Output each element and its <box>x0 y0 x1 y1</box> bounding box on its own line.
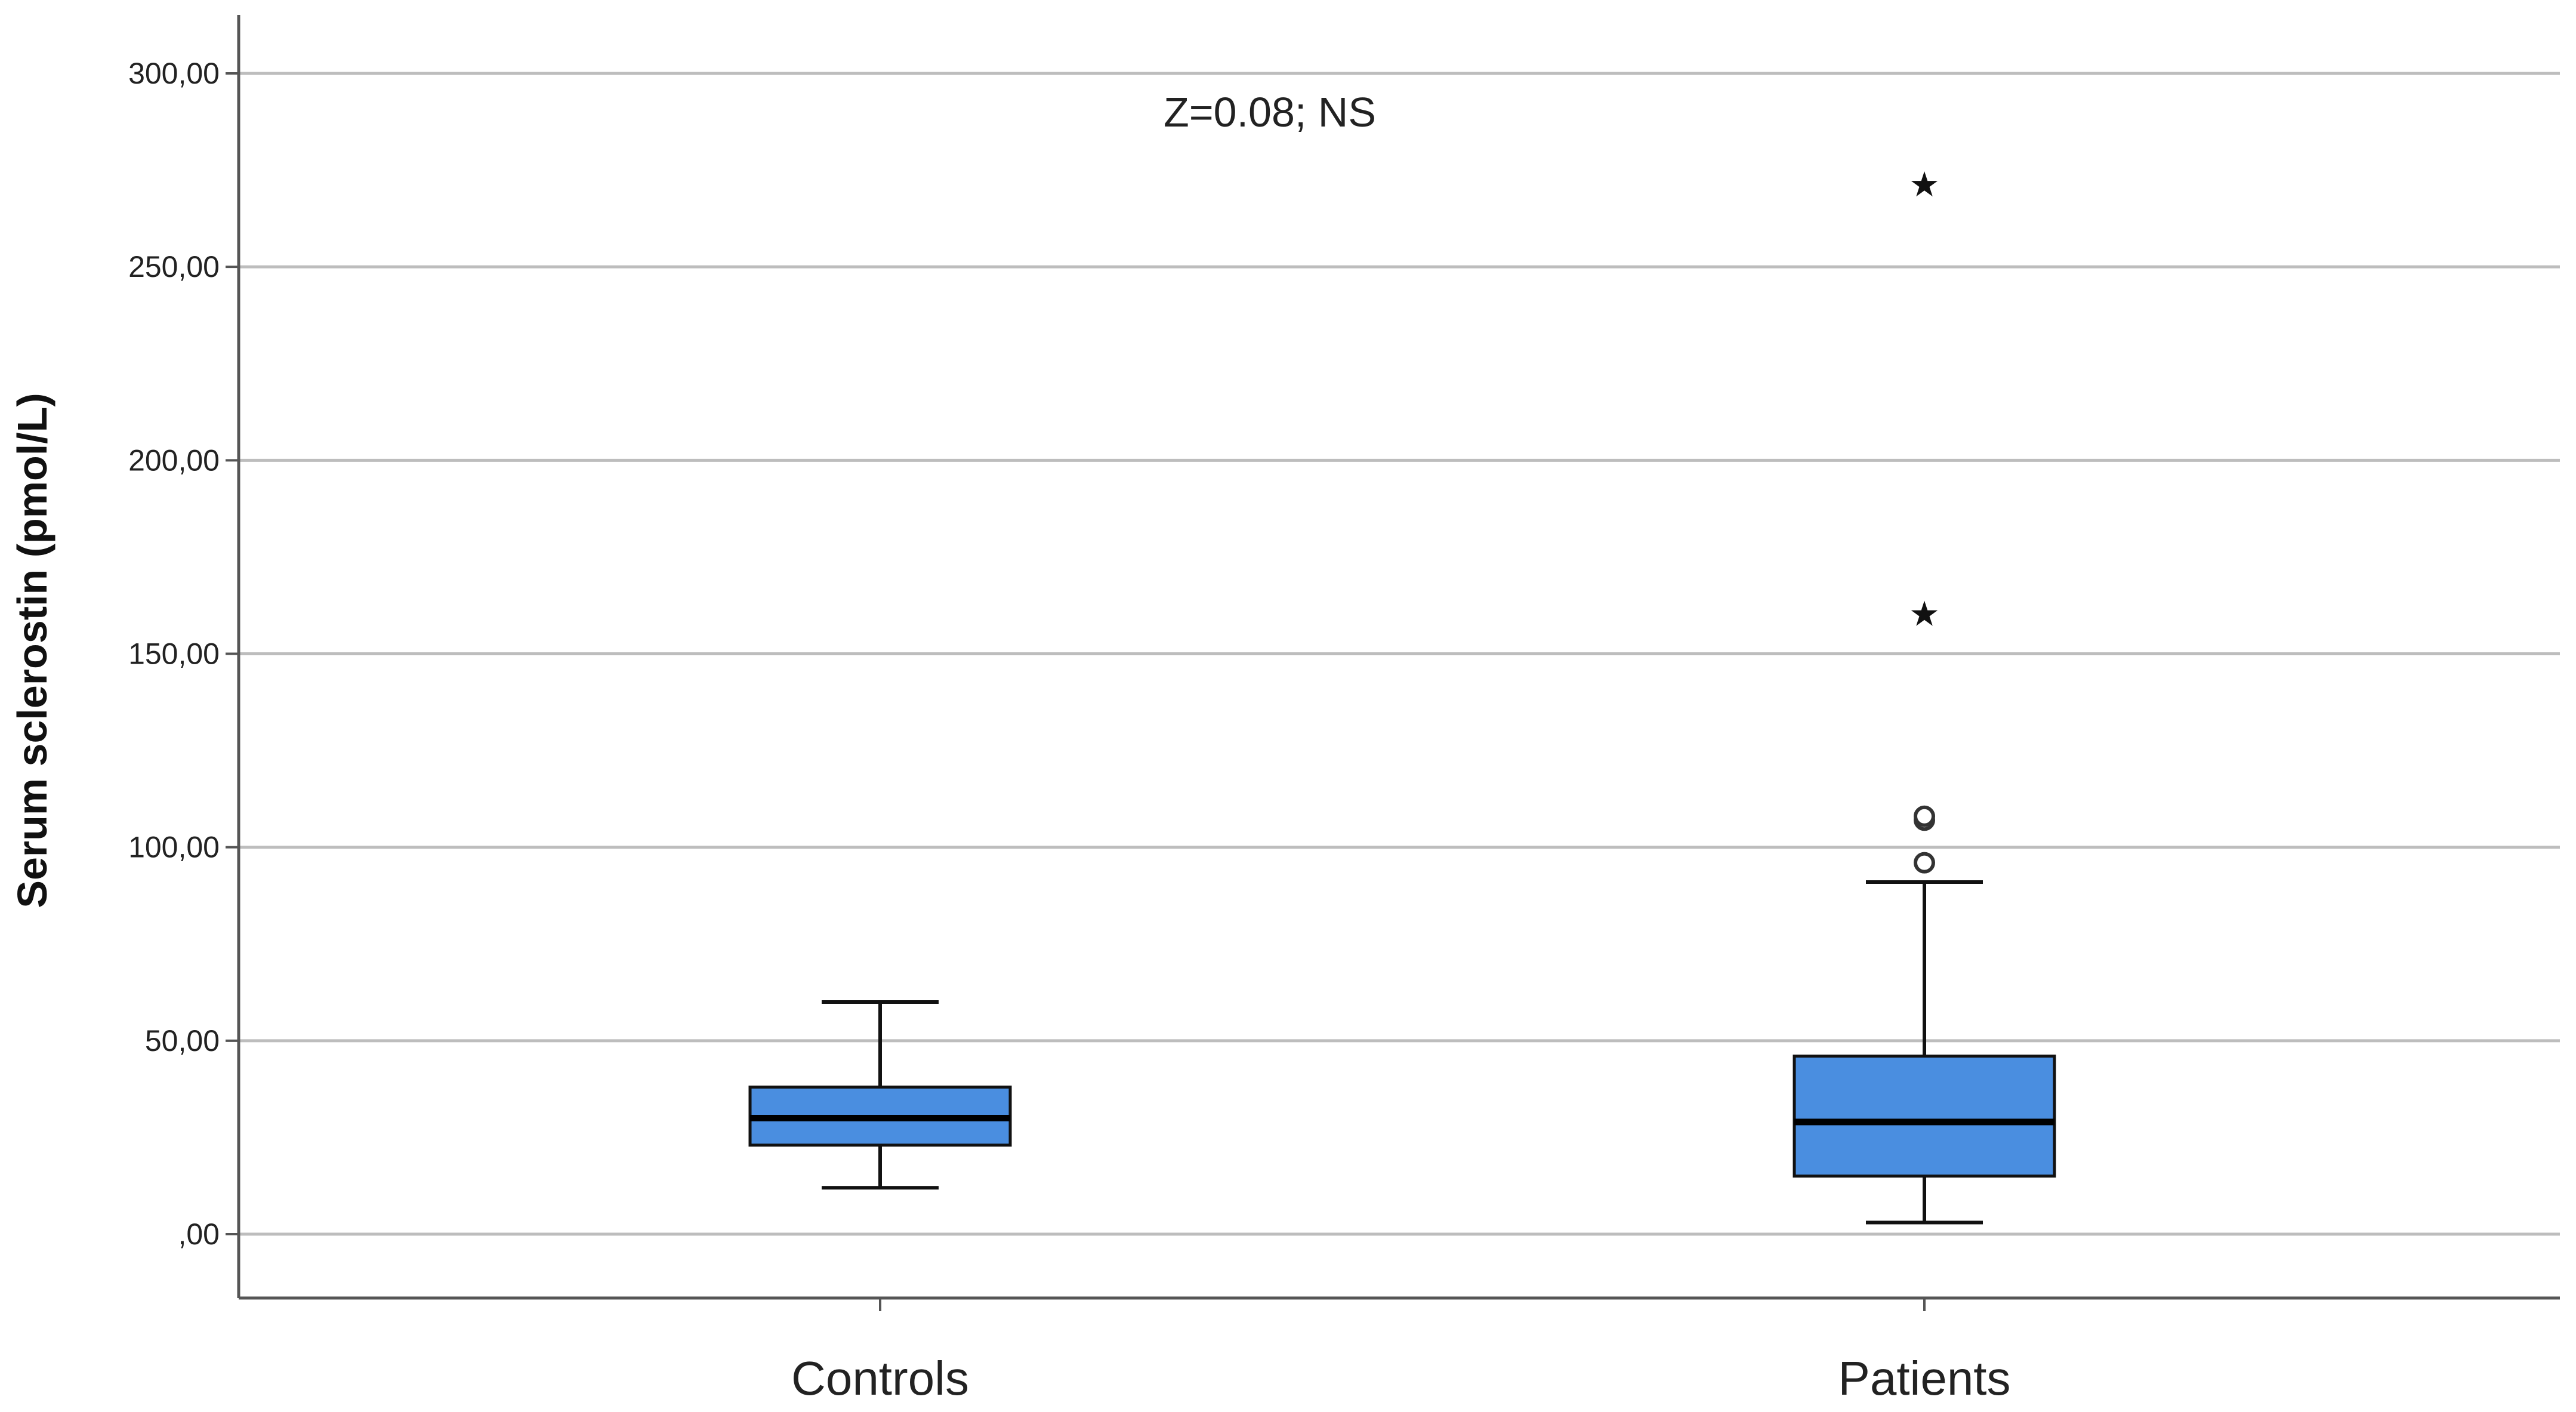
x-category-label: Patients <box>1838 1352 2010 1405</box>
y-tick-label: 300,00 <box>128 57 220 90</box>
outlier-point <box>1914 805 1935 827</box>
boxes: ★★ <box>748 164 2056 1225</box>
y-axis-label: Serum sclerostin (pmol/L) <box>9 393 55 908</box>
extreme-point: ★ <box>1909 594 1940 634</box>
y-tick-label: 50,00 <box>145 1024 220 1058</box>
outlier-point <box>1914 852 1935 874</box>
box-controls <box>748 1000 1012 1190</box>
y-tick-label: 250,00 <box>128 250 220 283</box>
y-tick-label: 150,00 <box>128 637 220 671</box>
axes <box>226 15 2560 1311</box>
annotation-z-statistic: Z=0.08; NS <box>1164 89 1376 135</box>
y-tick-labels: ,00 50,00 100,00 150,00 200,00 250,00 300,00 <box>128 57 220 1251</box>
x-category-label: Controls <box>791 1352 969 1405</box>
iqr-box <box>1793 1055 2056 1178</box>
y-tick-label: ,00 <box>178 1217 220 1251</box>
y-tick-label: 200,00 <box>128 443 220 477</box>
x-category-labels: Controls Patients <box>791 1352 2010 1405</box>
gridlines <box>239 72 2560 1236</box>
y-tick-label: 100,00 <box>128 831 220 864</box>
extreme-point: ★ <box>1909 164 1940 205</box>
box-patients: ★★ <box>1793 164 2056 1225</box>
